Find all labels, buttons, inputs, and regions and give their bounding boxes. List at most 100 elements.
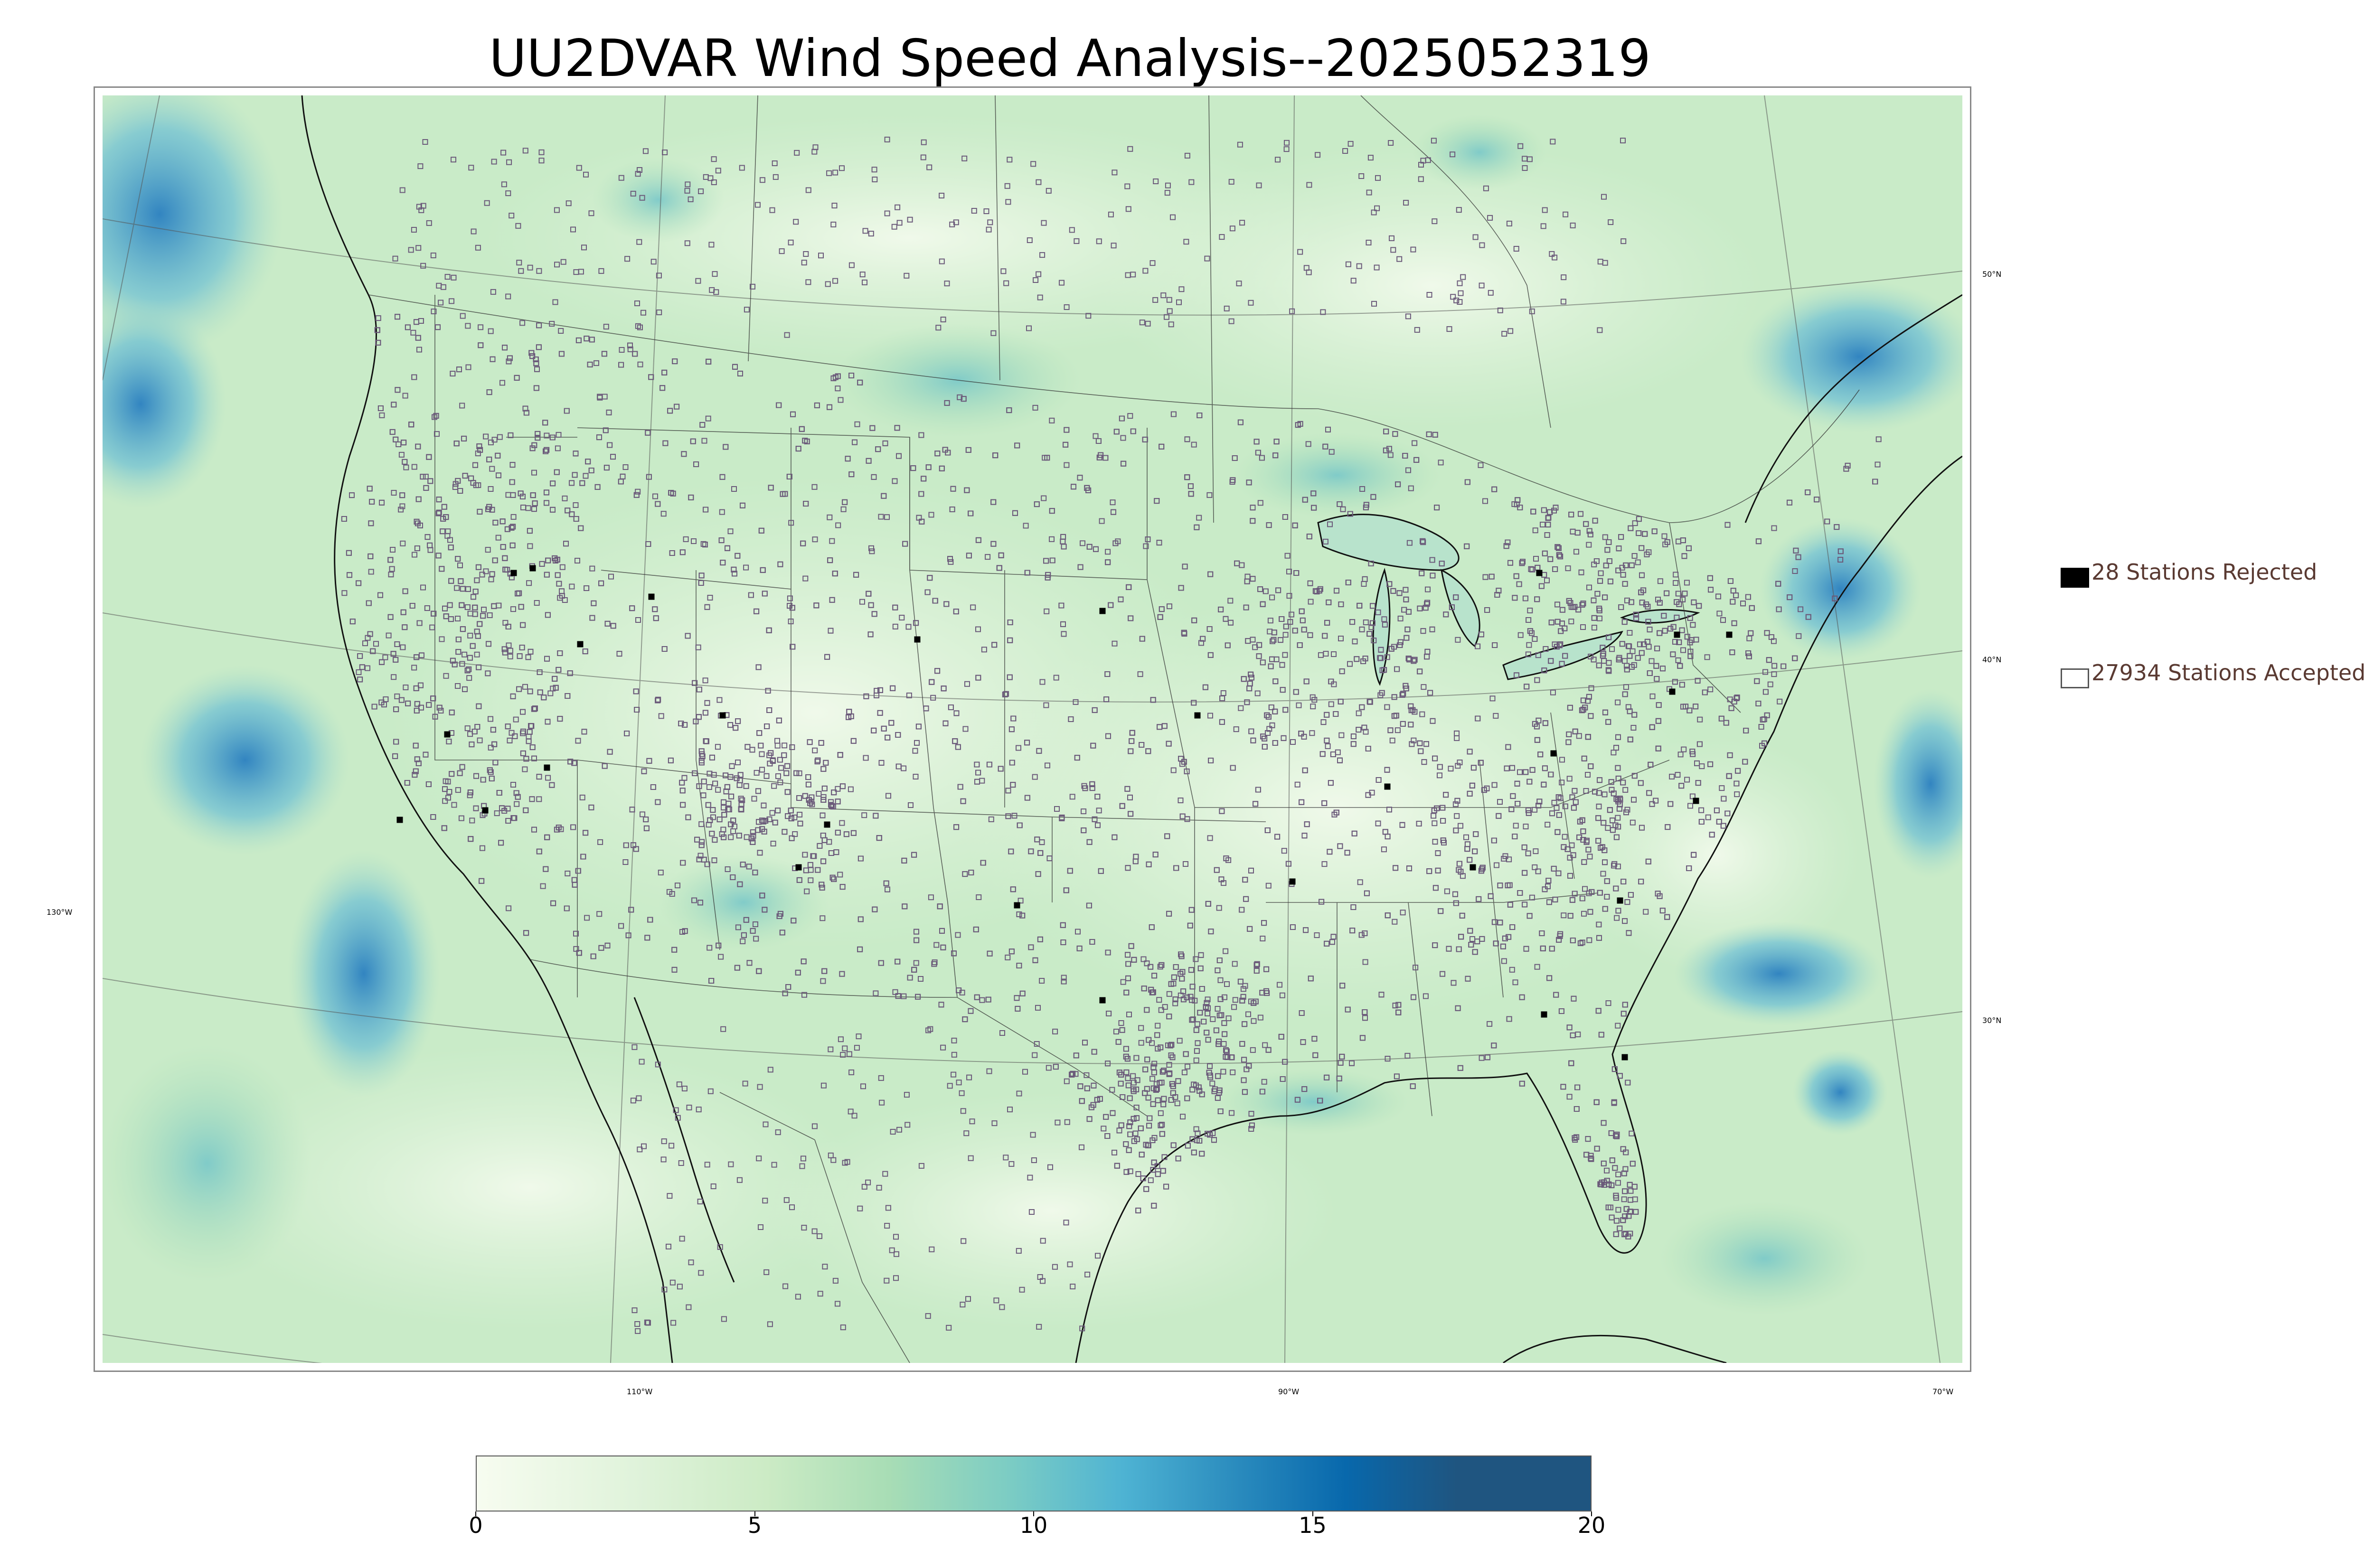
accepted-station-marker xyxy=(1487,1021,1493,1027)
accepted-station-marker xyxy=(915,723,922,730)
accepted-station-marker xyxy=(470,643,476,649)
accepted-station-marker xyxy=(1729,649,1735,656)
accepted-station-marker xyxy=(1465,976,1471,982)
accepted-station-marker xyxy=(1667,626,1674,632)
accepted-station-marker xyxy=(452,661,458,667)
accepted-station-marker xyxy=(1338,732,1345,738)
accepted-station-marker xyxy=(519,645,525,650)
accepted-station-marker xyxy=(1125,865,1131,871)
accepted-station-marker xyxy=(545,719,551,725)
accepted-station-marker xyxy=(510,815,517,821)
accepted-station-marker xyxy=(1704,654,1710,660)
accepted-station-marker xyxy=(762,591,768,597)
accepted-station-marker xyxy=(1187,994,1194,1000)
accepted-station-marker xyxy=(1350,733,1357,740)
accepted-station-marker xyxy=(740,502,745,508)
accepted-station-marker xyxy=(489,466,495,472)
accepted-station-marker xyxy=(727,528,734,535)
accepted-station-marker xyxy=(1012,510,1018,516)
accepted-station-marker xyxy=(1228,1054,1234,1060)
accepted-station-marker xyxy=(1180,1114,1186,1120)
accepted-station-marker xyxy=(1334,588,1339,594)
accepted-station-marker xyxy=(1003,691,1009,697)
map-title: UU2DVAR Wind Speed Analysis--2025052319 xyxy=(489,29,1651,88)
accepted-station-marker xyxy=(536,796,542,802)
accepted-station-marker xyxy=(1086,902,1092,909)
accepted-station-marker xyxy=(1572,891,1578,897)
accepted-station-marker xyxy=(1560,1084,1566,1090)
accepted-station-marker xyxy=(1432,432,1438,438)
accepted-station-marker xyxy=(1286,569,1292,574)
accepted-station-marker xyxy=(885,734,891,741)
accepted-station-marker xyxy=(1382,829,1388,835)
accepted-station-marker xyxy=(1279,992,1285,998)
accepted-station-marker xyxy=(1125,952,1130,958)
accepted-station-marker xyxy=(712,837,718,843)
accepted-station-marker xyxy=(510,606,516,612)
accepted-station-marker xyxy=(899,615,905,620)
accepted-station-marker xyxy=(1253,439,1260,445)
accepted-station-marker xyxy=(878,760,885,766)
accepted-station-marker xyxy=(1585,698,1591,704)
accepted-station-marker xyxy=(1636,516,1642,522)
accepted-station-marker xyxy=(939,465,945,471)
accepted-station-marker xyxy=(667,408,673,414)
accepted-station-marker xyxy=(1125,961,1131,967)
accepted-station-marker xyxy=(1613,1218,1620,1224)
accepted-station-marker xyxy=(1620,779,1626,786)
accepted-station-marker xyxy=(1250,1047,1256,1053)
accepted-station-marker xyxy=(1405,656,1412,661)
accepted-station-marker xyxy=(1432,820,1438,826)
accepted-station-marker xyxy=(449,709,455,715)
accepted-station-marker xyxy=(495,452,501,459)
accepted-station-marker xyxy=(1311,697,1318,703)
accepted-station-marker xyxy=(443,673,449,679)
accepted-station-marker xyxy=(1581,911,1587,917)
accepted-station-marker xyxy=(452,484,458,490)
accepted-station-marker xyxy=(1588,685,1594,691)
accepted-station-marker xyxy=(914,937,920,943)
accepted-station-marker xyxy=(1271,629,1277,636)
accepted-station-marker xyxy=(1242,877,1248,883)
accepted-station-marker xyxy=(1453,827,1459,834)
accepted-station-marker xyxy=(535,431,541,437)
accepted-station-marker xyxy=(1440,971,1445,977)
accepted-station-marker xyxy=(1360,658,1366,664)
accepted-station-marker xyxy=(359,664,365,670)
accepted-station-marker xyxy=(507,737,513,743)
accepted-station-marker xyxy=(892,989,898,995)
accepted-station-marker xyxy=(1497,920,1503,926)
strong-wind-regions xyxy=(103,95,1962,1315)
accepted-station-marker xyxy=(1430,573,1436,579)
accepted-station-marker xyxy=(550,480,556,487)
accepted-station-marker xyxy=(1123,1169,1130,1175)
accepted-station-marker xyxy=(1628,599,1634,605)
accepted-station-marker xyxy=(1148,1177,1154,1183)
accepted-station-marker xyxy=(412,772,418,778)
accepted-station-marker xyxy=(1600,871,1606,877)
accepted-station-marker xyxy=(1311,1036,1318,1042)
accepted-station-marker xyxy=(681,775,688,781)
accepted-station-marker xyxy=(1135,1207,1141,1213)
accepted-station-marker xyxy=(1686,865,1692,871)
accepted-station-marker xyxy=(530,492,536,498)
accepted-station-marker xyxy=(1777,698,1783,704)
accepted-station-marker xyxy=(1615,1180,1621,1186)
accepted-station-marker xyxy=(1285,861,1291,867)
accepted-station-marker xyxy=(395,387,401,393)
accepted-station-marker xyxy=(472,589,479,595)
accepted-station-marker xyxy=(696,686,702,693)
accepted-station-marker xyxy=(1387,452,1394,458)
accepted-station-marker xyxy=(934,668,941,674)
accepted-station-marker xyxy=(1644,551,1650,557)
accepted-station-marker xyxy=(597,839,603,845)
accepted-station-marker xyxy=(975,537,981,543)
accepted-station-marker xyxy=(1216,905,1222,911)
accepted-station-marker xyxy=(1475,643,1481,649)
accepted-station-marker xyxy=(1237,419,1244,425)
accepted-station-marker xyxy=(803,501,809,507)
accepted-station-marker xyxy=(449,771,455,777)
accepted-station-marker xyxy=(1009,760,1015,766)
accepted-station-marker xyxy=(1382,621,1388,628)
accepted-station-marker xyxy=(1158,1007,1164,1013)
